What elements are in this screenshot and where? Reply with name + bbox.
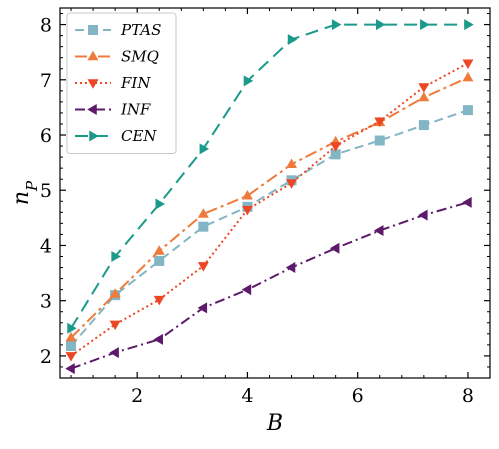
data-point-inf [197,302,208,314]
y-tick-label: 8 [40,15,52,37]
series-line-smq [70,76,469,339]
plot-frame [59,7,491,379]
data-point-inf [285,262,296,274]
data-point-cen [243,75,254,87]
data-point-smq [241,190,253,200]
y-axis-label-subscript: P [23,180,41,192]
legend-item-fin: FIN [75,74,151,92]
data-point-fin [197,262,209,272]
legend-marker-ptas [88,25,98,35]
legend-label-smq: SMQ [121,48,159,66]
data-point-ptas [66,340,77,351]
data-point-cen [331,19,342,31]
data-point-fin [330,142,342,152]
data-point-ptas [198,221,209,232]
y-tick-label: 3 [40,291,52,313]
data-point-fin [109,320,121,331]
legend-label-cen: CEN [121,127,157,145]
x-tick-label: 2 [131,385,143,407]
data-point-inf [241,284,252,296]
legend-box [66,12,177,154]
data-point-smq [286,158,298,169]
data-point-cen [199,143,210,155]
y-tick-label: 7 [40,70,52,92]
data-point-cen [375,19,386,31]
data-point-smq [462,71,474,82]
data-point-smq [65,331,77,342]
y-axis-label: nP [9,180,41,205]
data-point-fin [153,295,165,306]
data-point-inf [109,347,119,359]
data-point-ptas [154,255,165,266]
data-point-ptas [374,135,385,146]
legend: PTAS SMQ FIN INF CEN [66,12,177,154]
legend-label-ptas: PTAS [120,21,161,39]
ticks-layer: 2 4 6 8 2 3 4 5 6 7 8 [40,8,491,407]
data-point-fin [241,205,253,216]
series-line-ptas [70,109,469,347]
legend-item-cen: CEN [75,127,157,145]
data-point-ptas [330,149,341,160]
data-point-cen [287,33,298,45]
data-point-fin [65,352,77,362]
data-point-inf [329,242,340,254]
data-point-inf [373,225,384,237]
legend-marker-inf [87,104,97,115]
data-point-smq [197,208,209,218]
series-fin [65,59,474,362]
data-point-fin [286,179,298,189]
data-point-cen [111,251,121,263]
data-point-cen [420,19,430,31]
y-tick-label: 4 [40,235,52,257]
legend-marker-smq [87,50,99,61]
x-tick-label: 4 [241,385,253,407]
x-axis-label: B [266,411,283,436]
data-point-fin [462,59,474,69]
data-point-ptas [462,105,473,116]
data-point-cen [67,322,77,334]
y-tick-label: 6 [40,125,52,147]
data-point-inf [65,363,75,375]
x-tick-label: 6 [352,385,364,407]
data-point-cen [155,198,165,210]
data-point-smq [153,245,165,255]
data-point-inf [418,209,428,221]
data-point-inf [462,196,472,208]
series-layer [65,19,474,375]
y-tick-label: 2 [40,346,52,368]
data-point-cen [464,19,474,31]
y-tick-label: 5 [40,180,52,202]
legend-marker-fin [87,79,99,89]
series-line-inf [70,201,469,370]
legend-item-ptas: PTAS [75,21,161,39]
legend-item-smq: SMQ [75,48,159,66]
series-cen [67,19,474,334]
legend-marker-cen [89,130,99,142]
data-point-fin [418,83,430,93]
data-point-smq [418,91,430,102]
data-point-fin [374,117,386,127]
legend-item-inf: INF [75,101,151,119]
y-axis-label-main: n [9,191,34,205]
data-point-ptas [418,120,429,131]
series-inf [65,196,472,375]
legend-label-inf: INF [120,101,151,119]
x-tick-label: 8 [462,385,474,407]
legend-label-fin: FIN [120,74,151,92]
data-point-smq [109,288,121,298]
data-point-inf [153,333,163,345]
